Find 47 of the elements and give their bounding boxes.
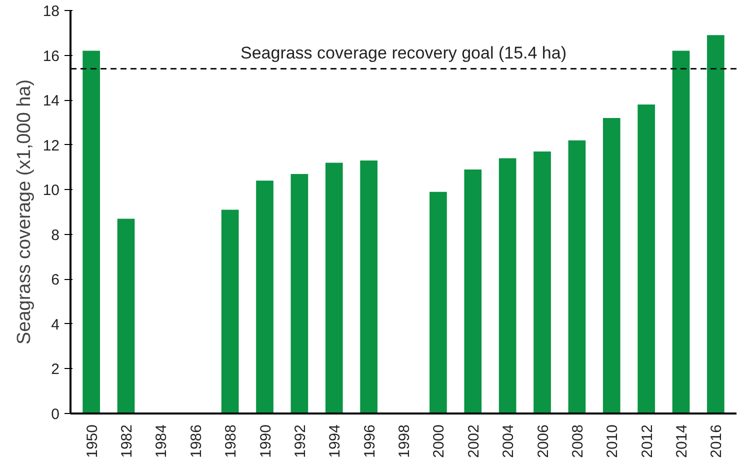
bar	[672, 50, 690, 414]
y-tick-label: 18	[42, 3, 60, 20]
x-tick-label: 2002	[465, 424, 482, 458]
y-axis-title: Seagrass coverage (x1,000 ha)	[14, 79, 35, 345]
x-tick-label: 2014	[674, 424, 690, 458]
y-tick-label: 10	[42, 182, 60, 200]
x-tick-label: 1982	[118, 424, 136, 458]
y-tick-label: 8	[51, 226, 60, 244]
y-tick-label: 4	[51, 316, 60, 334]
x-tick-label: 1996	[361, 424, 378, 458]
x-tick-label: 2010	[604, 424, 622, 458]
x-tick-label: 2016	[708, 424, 726, 458]
x-tick-label: 2012	[638, 424, 656, 458]
bar	[498, 158, 516, 414]
bar	[638, 104, 655, 414]
x-tick-label: 2008	[569, 424, 586, 458]
x-tick-label: 2006	[534, 424, 552, 458]
x-tick-label: 1950	[84, 424, 101, 458]
y-tick-label: 2	[51, 361, 60, 378]
bar	[464, 169, 482, 414]
x-tick-label: 1994	[326, 424, 344, 458]
x-tick-label: 2004	[500, 424, 518, 458]
y-tick-label: 16	[42, 48, 60, 65]
x-tick-label: 1990	[257, 424, 274, 458]
bar	[430, 192, 447, 414]
y-tick-label: 14	[42, 92, 60, 110]
bar	[117, 218, 135, 414]
bar	[707, 35, 724, 414]
bar	[82, 50, 100, 414]
bar	[290, 174, 308, 414]
bar	[568, 140, 586, 414]
bar	[256, 180, 274, 414]
bar	[360, 160, 378, 414]
x-tick-label: 1984	[153, 424, 170, 458]
x-tick-label: 1986	[188, 424, 205, 458]
x-tick-label: 1992	[292, 424, 309, 458]
y-tick-label: 0	[51, 406, 60, 423]
x-tick-label: 1988	[222, 424, 240, 458]
bar	[534, 152, 551, 414]
y-tick-label: 6	[51, 272, 60, 289]
bar	[221, 210, 239, 414]
x-tick-label: 2000	[430, 424, 448, 458]
ref-line-label: Seagrass coverage recovery goal (15.4 ha)	[240, 44, 567, 63]
y-tick-label: 12	[42, 137, 60, 154]
x-tick-label: 1998	[396, 424, 413, 458]
bar	[602, 118, 620, 414]
bar	[325, 162, 343, 414]
